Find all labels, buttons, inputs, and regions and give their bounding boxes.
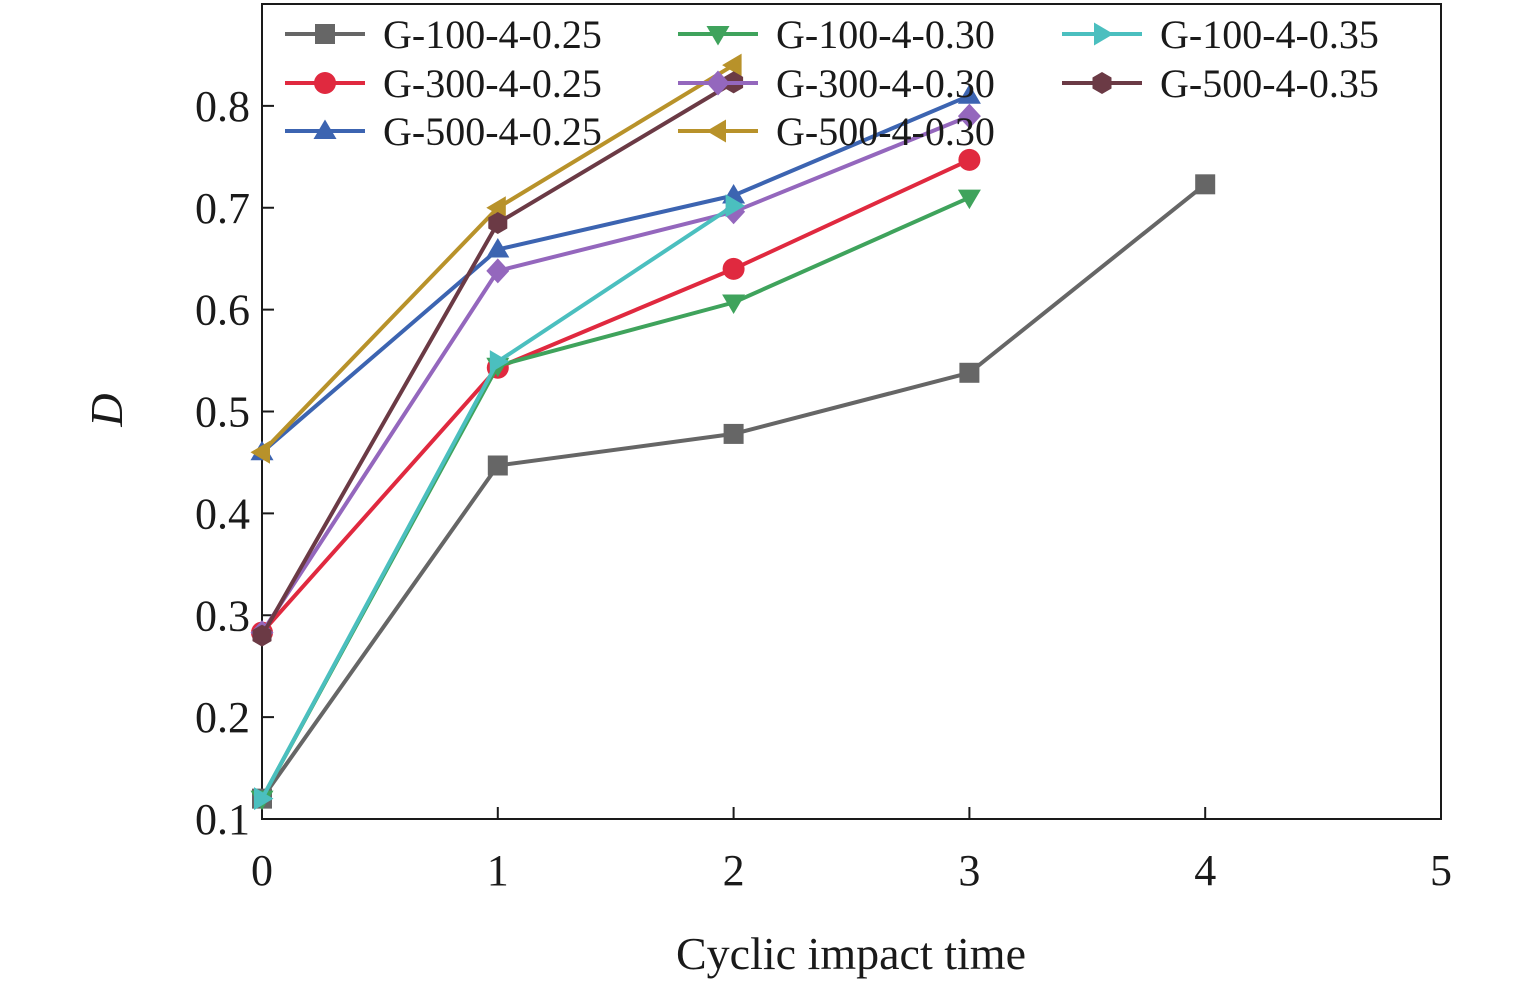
data-point: [959, 362, 980, 383]
data-point: [957, 189, 981, 210]
x-tick-label: 5: [1430, 846, 1452, 895]
data-point: [722, 53, 742, 77]
legend-label: G-500-4-0.35: [1160, 61, 1379, 106]
legend-item: G-100-4-0.35: [1062, 12, 1379, 57]
legend: G-100-4-0.25G-300-4-0.25G-500-4-0.25 G-10…: [285, 12, 1379, 154]
y-tick-label: 0.3: [195, 591, 250, 640]
data-point: [486, 196, 506, 220]
y-tick-label: 0.4: [195, 489, 250, 538]
data-point: [254, 787, 274, 811]
x-tick-label: 0: [251, 846, 273, 895]
legend-marker: [314, 72, 336, 94]
y-tick-label: 0.7: [195, 184, 250, 233]
data-point: [486, 238, 510, 258]
legend-marker: [706, 26, 730, 46]
series-line: [260, 204, 735, 800]
x-tick-label: 1: [487, 846, 509, 895]
data-point: [723, 423, 744, 444]
x-tick-label: 4: [1194, 846, 1216, 895]
legend-item: G-500-4-0.30: [678, 109, 995, 154]
data-point: [958, 148, 981, 171]
y-axis-title: D: [81, 393, 132, 427]
y-axis: 0.1 0.2 0.3 0.4 0.5 0.6 0.7 0.8: [195, 82, 274, 844]
series-line: [260, 93, 971, 454]
legend-label: G-300-4-0.30: [776, 61, 995, 106]
data-point: [252, 624, 272, 647]
data-point: [487, 455, 508, 476]
y-tick-label: 0.5: [195, 388, 250, 437]
data-point: [250, 440, 270, 464]
series-line: [260, 195, 971, 800]
legend-item: G-500-4-0.35: [1062, 61, 1379, 106]
y-tick-label: 0.6: [195, 286, 250, 335]
series-line: [260, 158, 971, 634]
data-point: [1195, 174, 1216, 195]
data-point: [489, 350, 510, 374]
legend-label: G-100-4-0.35: [1160, 12, 1379, 57]
data-point: [722, 294, 746, 314]
series-G-500-4-0.30: [250, 53, 742, 464]
legend-item: G-100-4-0.25: [285, 12, 602, 57]
legend-label: G-500-4-0.30: [776, 109, 995, 154]
legend-item: G-300-4-0.30: [678, 61, 995, 106]
legend-label: G-300-4-0.25: [383, 61, 602, 106]
data-point: [957, 84, 981, 104]
legend-label: G-500-4-0.25: [383, 109, 602, 154]
y-tick-label: 0.2: [195, 693, 250, 742]
y-tick-label: 0.1: [195, 795, 250, 844]
legend-item: G-500-4-0.25: [285, 109, 602, 154]
data-point: [488, 212, 508, 234]
series-line: [260, 114, 971, 634]
series-G-100-4-0.35: [254, 194, 746, 811]
legend-marker: [1094, 22, 1114, 46]
legend-marker: [313, 119, 337, 139]
legend-item: G-300-4-0.25: [285, 61, 602, 106]
legend-marker: [706, 119, 726, 143]
x-tick-label: 2: [723, 846, 745, 895]
y-tick-label: 0.8: [195, 82, 250, 131]
legend-label: G-100-4-0.30: [776, 12, 995, 57]
legend-marker: [706, 70, 730, 96]
x-tick-label: 3: [958, 846, 980, 895]
x-axis-title: Cyclic impact time: [676, 928, 1026, 979]
legend-label: G-100-4-0.25: [383, 12, 602, 57]
x-axis: 0 1 2 3 4 5: [251, 807, 1452, 895]
data-point: [725, 194, 746, 218]
data-point: [486, 258, 510, 284]
series-G-300-4-0.30: [250, 103, 981, 646]
legend-marker: [1092, 72, 1112, 94]
series-layer: [250, 53, 1216, 811]
data-point: [722, 257, 745, 280]
legend-item: G-100-4-0.30: [678, 12, 995, 57]
data-point: [957, 103, 981, 129]
legend-marker: [315, 24, 335, 44]
